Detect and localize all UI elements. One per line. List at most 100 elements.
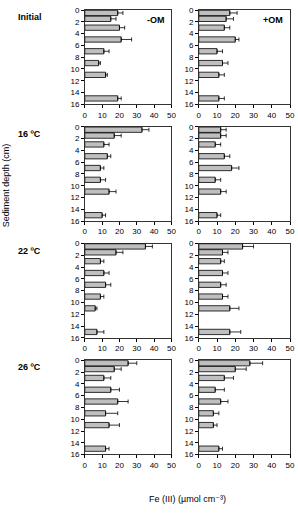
svg-text:30: 30 (249, 227, 258, 236)
svg-text:40: 40 (267, 111, 276, 120)
svg-text:6: 6 (75, 41, 80, 50)
svg-text:30: 30 (249, 111, 258, 120)
svg-text:6: 6 (189, 41, 194, 50)
svg-text:8: 8 (189, 286, 194, 295)
svg-text:10: 10 (70, 298, 79, 307)
svg-text:-OM: -OM (147, 15, 165, 25)
svg-text:30: 30 (132, 344, 141, 353)
svg-text:20: 20 (231, 111, 240, 120)
svg-text:0: 0 (197, 111, 202, 120)
svg-text:14: 14 (70, 439, 79, 448)
svg-text:10: 10 (184, 65, 193, 74)
svg-text:20: 20 (231, 461, 240, 470)
svg-text:6: 6 (75, 158, 80, 167)
svg-text:8: 8 (75, 286, 80, 295)
svg-text:Sediment depth (cm): Sediment depth (cm) (1, 144, 11, 228)
svg-text:16: 16 (70, 334, 79, 343)
svg-text:50: 50 (286, 344, 295, 353)
svg-text:50: 50 (167, 344, 176, 353)
svg-text:20: 20 (231, 344, 240, 353)
svg-text:8: 8 (75, 403, 80, 412)
svg-text:30: 30 (132, 111, 141, 120)
svg-text:20: 20 (115, 461, 124, 470)
svg-text:50: 50 (286, 227, 295, 236)
svg-text:50: 50 (167, 111, 176, 120)
svg-text:10: 10 (98, 111, 107, 120)
svg-text:40: 40 (267, 227, 276, 236)
svg-text:8: 8 (189, 170, 194, 179)
svg-text:12: 12 (70, 77, 79, 86)
svg-text:20: 20 (115, 344, 124, 353)
svg-text:10: 10 (98, 461, 107, 470)
svg-text:40: 40 (267, 461, 276, 470)
svg-text:2: 2 (189, 134, 194, 143)
svg-text:0: 0 (83, 344, 88, 353)
svg-text:8: 8 (75, 53, 80, 62)
svg-text:12: 12 (184, 193, 193, 202)
svg-text:50: 50 (167, 461, 176, 470)
svg-text:40: 40 (267, 344, 276, 353)
svg-text:10: 10 (213, 344, 222, 353)
svg-text:50: 50 (167, 227, 176, 236)
svg-text:4: 4 (75, 380, 80, 389)
svg-text:12: 12 (70, 193, 79, 202)
svg-text:16: 16 (184, 100, 193, 109)
svg-text:6: 6 (75, 391, 80, 400)
svg-text:2: 2 (75, 134, 80, 143)
svg-text:4: 4 (189, 29, 194, 38)
svg-text:50: 50 (286, 461, 295, 470)
svg-text:2: 2 (75, 18, 80, 27)
svg-text:0: 0 (75, 6, 80, 15)
svg-text:30: 30 (132, 227, 141, 236)
svg-text:40: 40 (150, 344, 159, 353)
svg-text:0: 0 (189, 356, 194, 365)
svg-text:14: 14 (184, 205, 193, 214)
svg-text:12: 12 (184, 77, 193, 86)
svg-text:2: 2 (189, 368, 194, 377)
svg-text:12: 12 (184, 427, 193, 436)
svg-text:10: 10 (184, 415, 193, 424)
svg-text:10: 10 (70, 65, 79, 74)
svg-text:14: 14 (184, 439, 193, 448)
svg-text:20: 20 (231, 227, 240, 236)
svg-text:0: 0 (189, 6, 194, 15)
svg-text:2: 2 (189, 18, 194, 27)
svg-text:14: 14 (184, 88, 193, 97)
svg-text:12: 12 (70, 310, 79, 319)
svg-text:30: 30 (132, 461, 141, 470)
svg-text:12: 12 (184, 310, 193, 319)
svg-text:0: 0 (83, 111, 88, 120)
svg-text:10: 10 (184, 298, 193, 307)
svg-text:14: 14 (70, 205, 79, 214)
svg-text:16: 16 (70, 217, 79, 226)
svg-text:4: 4 (75, 29, 80, 38)
svg-text:16: 16 (184, 217, 193, 226)
svg-text:Initial: Initial (18, 12, 42, 22)
svg-text:2: 2 (75, 368, 80, 377)
svg-text:30: 30 (249, 461, 258, 470)
svg-text:16 ºC: 16 ºC (18, 129, 41, 139)
svg-text:0: 0 (83, 461, 88, 470)
svg-text:0: 0 (189, 239, 194, 248)
svg-text:14: 14 (70, 322, 79, 331)
svg-text:6: 6 (189, 275, 194, 284)
svg-text:Fe (III) (µmol cm⁻³): Fe (III) (µmol cm⁻³) (149, 494, 226, 504)
svg-text:14: 14 (184, 322, 193, 331)
svg-text:0: 0 (75, 356, 80, 365)
svg-text:22 ºC: 22 ºC (18, 246, 41, 256)
svg-text:6: 6 (75, 275, 80, 284)
svg-text:20: 20 (115, 227, 124, 236)
svg-text:8: 8 (189, 403, 194, 412)
svg-text:10: 10 (213, 227, 222, 236)
svg-text:4: 4 (75, 263, 80, 272)
svg-text:0: 0 (197, 344, 202, 353)
svg-text:4: 4 (189, 380, 194, 389)
svg-text:14: 14 (70, 88, 79, 97)
svg-text:10: 10 (98, 344, 107, 353)
svg-text:2: 2 (75, 251, 80, 260)
svg-text:40: 40 (150, 111, 159, 120)
svg-text:10: 10 (213, 111, 222, 120)
svg-text:4: 4 (189, 263, 194, 272)
svg-text:16: 16 (70, 100, 79, 109)
svg-text:10: 10 (70, 182, 79, 191)
